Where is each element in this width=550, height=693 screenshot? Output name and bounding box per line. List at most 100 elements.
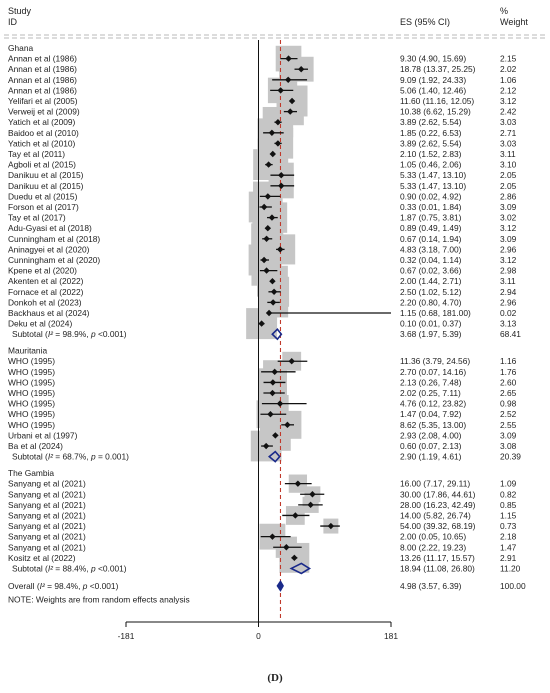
point-estimate (284, 421, 291, 429)
study-label: Cunningham et al (2018) (8, 234, 100, 244)
study-label: Backhaus et al (2024) (8, 308, 90, 318)
study-label: Sanyang et al (2021) (8, 500, 86, 510)
study-weight-value: 0.82 (500, 489, 517, 499)
study-weight-value: 2.86 (500, 191, 517, 201)
study-label: Urbani et al (1997) (8, 430, 78, 440)
point-estimate (263, 235, 270, 242)
study-weight-value: 3.02 (500, 213, 517, 223)
study-label: Fornace et al (2022) (8, 287, 84, 297)
study-weight-value: 2.91 (500, 553, 517, 563)
study-label: Sanyang et al (2021) (8, 479, 86, 489)
study-ci-value: 9.09 (1.92, 24.33) (400, 75, 466, 85)
study-weight-value: 3.10 (500, 160, 517, 170)
study-ci-value: 2.70 (0.07, 14.16) (400, 367, 466, 377)
study-ci-value: 2.00 (0.05, 10.65) (400, 532, 466, 542)
x-tick-label: 181 (384, 631, 398, 641)
study-label: Kositz et al (2022) (8, 553, 76, 563)
study-ci-value: 2.93 (2.08, 4.00) (400, 430, 462, 440)
point-estimate (269, 389, 276, 397)
study-weight-value: 3.12 (500, 223, 517, 233)
study-weight-value: 2.71 (500, 128, 517, 138)
reference-lines (4, 34, 546, 627)
study-weight-value: 2.05 (500, 181, 517, 191)
study-ci-value: 14.00 (5.82, 26.74) (400, 510, 471, 520)
point-estimate (268, 129, 276, 136)
study-weight-value: 0.02 (500, 308, 517, 318)
study-ci-value: 2.02 (0.25, 7.11) (400, 388, 461, 398)
study-label: WHO (1995) (8, 367, 55, 377)
study-ci-value: 2.13 (0.26, 7.48) (400, 377, 462, 387)
study-ci-value: 0.90 (0.02, 4.92) (400, 191, 462, 201)
point-estimate (269, 299, 277, 306)
point-estimate (268, 214, 276, 221)
study-label: WHO (1995) (8, 420, 55, 430)
point-estimate (262, 442, 270, 450)
study-ci-value: 18.78 (13.37, 25.25) (400, 64, 476, 74)
point-estimate (276, 246, 284, 253)
estimate-marks (258, 55, 391, 592)
point-estimate (269, 379, 277, 386)
study-ci-value: 54.00 (39.32, 68.19) (400, 521, 476, 531)
study-ci-value: 1.15 (0.68, 181.00) (400, 308, 471, 318)
study-ci-value: 0.33 (0.01, 1.84) (400, 202, 462, 212)
study-label: WHO (1995) (8, 356, 55, 366)
study-ci-value: 0.89 (0.49, 1.49) (400, 223, 462, 233)
study-ci-value: 5.06 (1.40, 12.46) (400, 85, 466, 95)
overall-diamond (276, 579, 284, 592)
study-ci-value: 11.60 (11.16, 12.05) (400, 96, 474, 106)
study-label: Yelifari et al (2005) (8, 96, 78, 106)
study-weight-value: 0.98 (500, 399, 517, 409)
point-estimate (284, 76, 292, 83)
study-label: Sanyang et al (2021) (8, 521, 86, 531)
study-label: Sanyang et al (2021) (8, 532, 86, 542)
study-weight-value: 3.03 (500, 117, 517, 127)
study-weight-value: 3.09 (500, 202, 517, 212)
study-label: Yatich et al (2010) (8, 138, 76, 148)
study-weight-value: 2.55 (500, 420, 517, 430)
point-estimate (274, 119, 282, 126)
point-estimate (276, 400, 284, 407)
subtotal-label: Subtotal (I² = 88.4%, p <0.001) (12, 563, 127, 573)
study-weight-value: 2.52 (500, 409, 517, 419)
study-label: Verweij et al (2009) (8, 107, 80, 117)
overall-weight-value: 100.00 (500, 581, 526, 591)
point-estimate (292, 512, 299, 519)
study-ci-value: 1.05 (0.46, 2.06) (400, 160, 462, 170)
study-label: WHO (1995) (8, 409, 55, 419)
study-weight-value: 2.42 (500, 107, 517, 117)
study-ci-value: 0.60 (0.07, 2.13) (400, 441, 462, 451)
point-estimate (309, 491, 316, 498)
point-estimate (285, 55, 292, 62)
study-label: Danikuu et al (2015) (8, 181, 84, 191)
study-weight-value: 2.02 (500, 64, 517, 74)
point-estimate (307, 501, 314, 509)
group-heading: Mauritania (8, 346, 47, 356)
study-ci-value: 10.38 (6.62, 15.29) (400, 107, 471, 117)
study-weight-value: 3.11 (500, 276, 516, 286)
subtotal-label: Subtotal (I² = 98.9%, p <0.001) (12, 329, 127, 339)
subtotal-diamond (271, 328, 283, 341)
x-tick-label: 0 (256, 631, 261, 641)
study-label: Sanyang et al (2021) (8, 510, 86, 520)
study-label: Forson et al (2017) (8, 202, 79, 212)
point-estimate (297, 66, 305, 73)
point-estimate (267, 411, 274, 418)
subtotal-label: Subtotal (I² = 68.7%, p = 0.001) (12, 452, 129, 462)
point-estimate (283, 544, 290, 551)
point-estimate (327, 522, 335, 530)
study-ci-value: 16.00 (7.17, 29.11) (400, 479, 470, 489)
overall-ci-value: 4.98 (3.57, 6.39) (400, 581, 462, 591)
subtotal-diamond (289, 562, 312, 575)
x-tick-label: -181 (118, 631, 135, 641)
study-ci-value: 30.00 (17.86, 44.61) (400, 489, 476, 499)
study-label: WHO (1995) (8, 399, 55, 409)
point-estimate (277, 87, 284, 94)
study-weight-value: 2.96 (500, 297, 517, 307)
study-weight-value: 2.96 (500, 244, 517, 254)
point-estimate (265, 161, 272, 168)
point-estimate (274, 140, 282, 147)
study-ci-value: 2.00 (1.44, 2.71) (400, 276, 462, 286)
study-label: WHO (1995) (8, 377, 55, 387)
study-weight-value: 3.13 (500, 319, 517, 329)
study-ci-value: 2.20 (0.80, 4.70) (400, 297, 462, 307)
